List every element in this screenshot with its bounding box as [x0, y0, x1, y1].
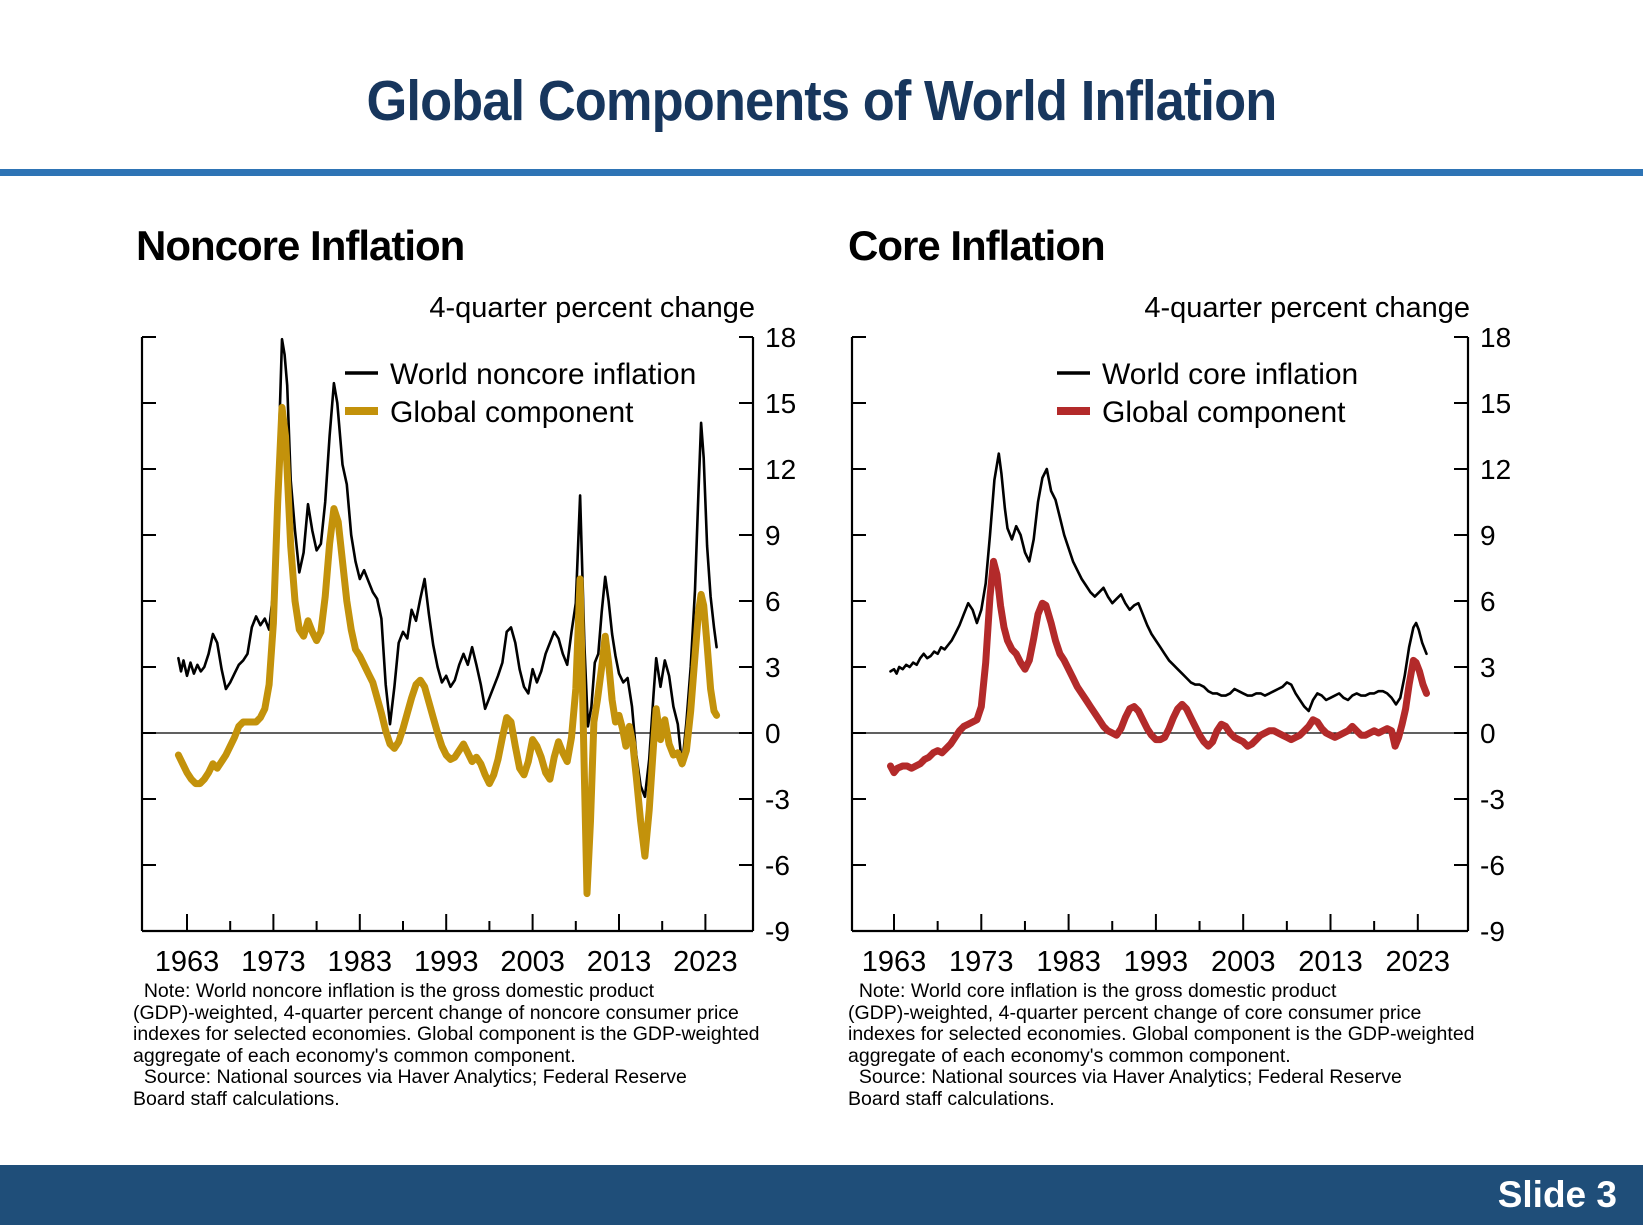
y-tick-label: 3	[1480, 652, 1496, 683]
units-label: 4-quarter percent change	[1144, 292, 1470, 324]
series-line-world	[889, 452, 1428, 713]
y-tick-label: 12	[1480, 454, 1511, 485]
y-tick-label: 9	[1480, 520, 1496, 551]
y-tick-label: 6	[1480, 586, 1496, 617]
legend-label: World noncore inflation	[390, 358, 696, 391]
y-tick-label: -6	[1480, 850, 1505, 881]
y-tick-label: 6	[765, 586, 781, 617]
x-tick-label: 1973	[241, 946, 306, 978]
y-tick-label: 12	[765, 454, 796, 485]
x-tick-label: 1973	[949, 946, 1014, 978]
series-line-world	[177, 337, 718, 799]
y-tick-label: -3	[1480, 784, 1505, 815]
title-divider	[0, 169, 1643, 176]
x-tick-label: 1993	[414, 946, 479, 978]
series-line-global-component	[887, 557, 1430, 777]
x-tick-label: 2023	[1386, 946, 1451, 978]
y-tick-label: 18	[765, 322, 796, 353]
legend-label: Global component	[390, 396, 634, 429]
x-tick-label: 2003	[1211, 946, 1276, 978]
legend-label: Global component	[1102, 396, 1346, 429]
y-tick-label: 9	[765, 520, 781, 551]
y-tick-label: 18	[1480, 322, 1511, 353]
x-tick-label: 1963	[155, 946, 220, 978]
x-tick-label: 1983	[1036, 946, 1101, 978]
series-line-global-component	[174, 403, 721, 898]
x-tick-label: 1983	[328, 946, 393, 978]
x-tick-label: 2013	[587, 946, 652, 978]
y-tick-label: 15	[1480, 388, 1511, 419]
y-tick-label: 3	[765, 652, 781, 683]
page-title-text: Global Components of World Inflation	[366, 69, 1278, 133]
core-inflation-chart: 18 15 12 9 6 3 0 -3 -6 -9 1963 1973 1983 1993 2003 2013…	[850, 292, 1511, 978]
x-tick-label: 2003	[500, 946, 565, 978]
core-note: Note: World core inflation is the gross …	[848, 980, 1475, 1110]
y-tick-label: 0	[765, 718, 781, 749]
x-tick-label: 1993	[1124, 946, 1189, 978]
units-label: 4-quarter percent change	[429, 292, 755, 324]
page-title: Global Components of World Inflation	[0, 68, 1643, 134]
y-tick-label: 15	[765, 388, 796, 419]
x-tick-label: 2023	[673, 946, 738, 978]
y-tick-label: -3	[765, 784, 790, 815]
legend-label: World core inflation	[1102, 358, 1358, 391]
noncore-note: Note: World noncore inflation is the gro…	[133, 980, 760, 1110]
y-tick-label: -9	[1480, 916, 1505, 947]
chart-title-core: Core Inflation	[848, 222, 1106, 269]
x-tick-label: 2013	[1298, 946, 1363, 978]
chart-title-noncore: Noncore Inflation	[136, 222, 465, 269]
y-tick-label: 0	[1480, 718, 1496, 749]
x-tick-label: 1963	[862, 946, 927, 978]
noncore-inflation-chart: 18 15 12 9 6 3 0 -3 -6 -9 1963 1973 1983 1993 2003 2013…	[140, 292, 796, 978]
y-tick-label: -9	[765, 916, 790, 947]
y-tick-label: -6	[765, 850, 790, 881]
slide-number: Slide 3	[1497, 1174, 1617, 1215]
footer-bar: Slide 3	[0, 1165, 1643, 1225]
